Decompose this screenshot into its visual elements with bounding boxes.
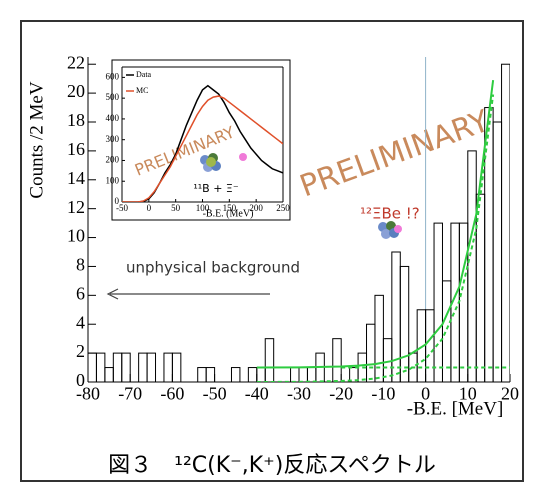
x-tick-label: 20 — [501, 384, 519, 404]
y-tick-label: 8 — [76, 255, 85, 275]
figure: 図３ ¹²C(K⁻,K⁺)反応スペクトル PRELIMINARY-80-70-6… — [0, 0, 544, 502]
y-tick-label: 12 — [67, 197, 85, 217]
y-tick-label: 0 — [115, 196, 120, 206]
legend-label: MC — [136, 86, 148, 95]
x-axis-title: -B.E. (MeV) — [203, 208, 254, 219]
x-tick-label: 0 — [147, 203, 152, 213]
x-tick-label: 50 — [171, 203, 181, 213]
y-tick-label: 2 — [76, 341, 85, 361]
x-tick-label: -20 — [329, 384, 353, 404]
x-tick-label: 250 — [276, 203, 290, 213]
y-tick-label: 18 — [67, 110, 85, 130]
x-tick-label: -70 — [118, 384, 142, 404]
hyperon — [239, 153, 247, 161]
y-tick-label: 500 — [106, 92, 120, 102]
x-axis-title: -B.E. [MeV] — [407, 398, 504, 419]
y-tick-label: 0 — [76, 370, 85, 390]
y-tick-label: 10 — [67, 226, 85, 246]
x-tick-label: -10 — [371, 384, 395, 404]
y-tick-label: 400 — [106, 113, 120, 123]
annotation: ¹¹B + Ξ⁻ — [193, 182, 239, 195]
y-tick-label: 300 — [106, 134, 120, 144]
y-tick-label: 200 — [106, 155, 120, 165]
y-axis-title: Counts /2 MeV — [26, 81, 47, 198]
y-tick-label: 6 — [76, 283, 85, 303]
y-tick-label: 100 — [106, 175, 120, 185]
caption: 図３ ¹²C(K⁻,K⁺)反応スペクトル — [108, 453, 436, 478]
annotation: ¹²ΞBe !? — [360, 205, 420, 223]
y-tick-label: 4 — [76, 312, 85, 332]
y-tick-label: 20 — [67, 81, 85, 101]
nucleon — [206, 157, 216, 167]
y-tick-label: 14 — [67, 168, 85, 188]
x-tick-label: -30 — [287, 384, 311, 404]
x-tick-label: -50 — [203, 384, 227, 404]
legend-label: Data — [136, 70, 152, 79]
y-tick-label: 600 — [106, 71, 120, 81]
y-tick-label: 22 — [67, 52, 85, 72]
y-tick-label: 16 — [67, 139, 85, 159]
annotation: unphysical background — [126, 259, 300, 277]
x-tick-label: -40 — [245, 384, 269, 404]
x-tick-label: -60 — [160, 384, 184, 404]
